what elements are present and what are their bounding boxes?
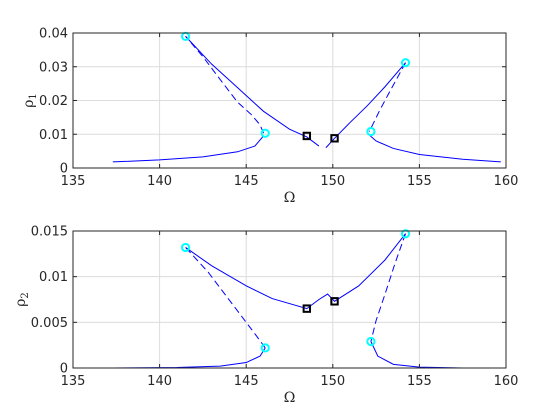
bifurcation-circle-marker bbox=[366, 126, 376, 137]
bifurcation-circle-marker bbox=[180, 31, 191, 41]
series-line-dashed bbox=[370, 233, 407, 342]
bifurcation-square-marker bbox=[330, 297, 339, 306]
y-tick-label: 0.02 bbox=[39, 94, 68, 109]
bifurcation-square-marker bbox=[302, 131, 312, 141]
y-tick-label: 0 bbox=[60, 162, 68, 177]
y-tick-label: 0.04 bbox=[39, 27, 68, 42]
y-tick-label: 0.005 bbox=[31, 316, 68, 331]
series-line-solid bbox=[185, 36, 320, 147]
bifurcation-circle-marker bbox=[366, 336, 376, 347]
x-tick-label: 155 bbox=[407, 174, 432, 189]
bifurcation-circle-marker bbox=[400, 229, 411, 239]
y-tick-label: 0.015 bbox=[31, 225, 68, 240]
x-tick-label: 155 bbox=[407, 374, 432, 389]
x-tick-label: 140 bbox=[147, 374, 172, 389]
series-line-solid bbox=[112, 135, 264, 163]
x-tick-label: 150 bbox=[320, 174, 345, 189]
y-tick-label: 0.01 bbox=[39, 128, 68, 143]
bifurcation-square-marker bbox=[330, 134, 339, 143]
series-line-dashed bbox=[368, 62, 406, 132]
x-tick-label: 145 bbox=[234, 174, 259, 189]
series-line-solid bbox=[185, 233, 406, 310]
bifurcation-circle-marker bbox=[400, 58, 411, 68]
y-tick-label: 0.01 bbox=[39, 270, 68, 285]
x-tick-label: 145 bbox=[234, 374, 259, 389]
axes-box bbox=[72, 230, 507, 369]
series-line-dashed bbox=[185, 247, 266, 349]
series-line-solid bbox=[112, 347, 266, 369]
x-tick-label: 160 bbox=[494, 174, 519, 189]
y-tick-label: 0 bbox=[60, 362, 68, 377]
x-axis-label: Ω bbox=[284, 390, 296, 406]
bifurcation-circle-marker bbox=[180, 242, 191, 253]
x-tick-label: 160 bbox=[494, 374, 519, 389]
x-tick-label: 150 bbox=[320, 374, 345, 389]
bifurcation-circle-marker bbox=[260, 128, 270, 138]
y-axis-label: ρ1 bbox=[21, 93, 39, 108]
plot-rho2: 135 140 145 150 155 160 0 0.005 0.01 0.015 Ωρ2 bbox=[13, 225, 518, 407]
x-tick-label: 140 bbox=[147, 174, 172, 189]
x-tick-label: 135 bbox=[61, 374, 86, 389]
bifurcation-square-marker bbox=[302, 304, 312, 313]
x-axis-label: Ω bbox=[284, 190, 296, 206]
plot-rho1: 135 140 145 150 155 160 0 0.01 0.02 0.03 0.04 Ωρ1 bbox=[21, 27, 518, 207]
x-tick-label: 135 bbox=[61, 174, 86, 189]
series-line-dashed bbox=[185, 36, 264, 134]
y-axis-label: ρ2 bbox=[13, 292, 31, 307]
series-line-solid bbox=[325, 62, 406, 149]
bifurcation-circle-marker bbox=[260, 343, 270, 353]
series-line-solid bbox=[368, 134, 501, 163]
y-tick-label: 0.03 bbox=[39, 60, 68, 75]
series-line-solid bbox=[370, 341, 501, 369]
